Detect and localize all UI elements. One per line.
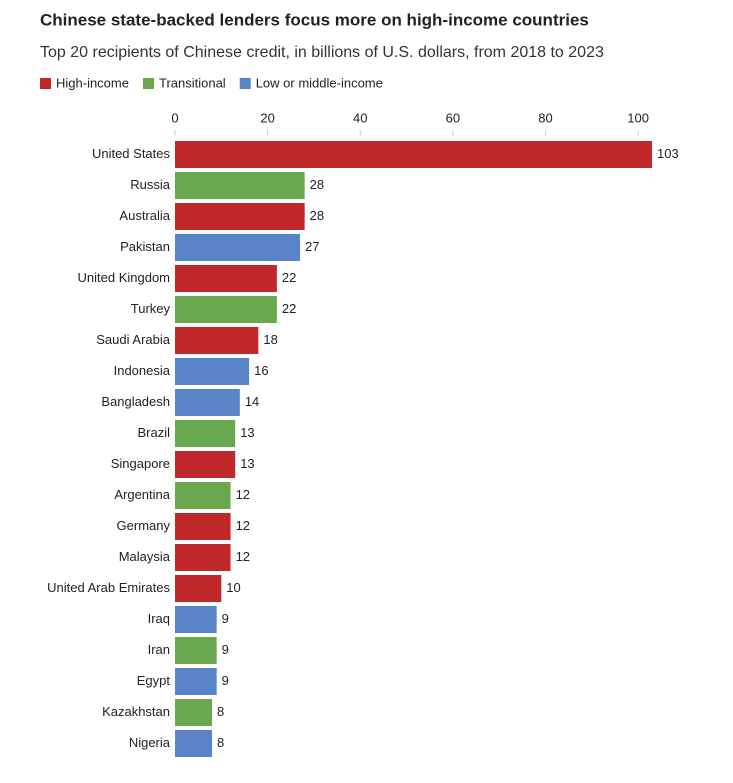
x-tick-label: 0 xyxy=(171,110,178,125)
value-label: 27 xyxy=(305,239,319,254)
value-label: 14 xyxy=(245,394,259,409)
value-label: 16 xyxy=(254,363,268,378)
bar xyxy=(175,513,231,540)
y-tick-label: Iran xyxy=(148,642,170,657)
y-tick-label: United Kingdom xyxy=(78,270,171,285)
y-tick-label: Indonesia xyxy=(114,363,171,378)
value-label: 13 xyxy=(240,456,254,471)
chart-subtitle: Top 20 recipients of Chinese credit, in … xyxy=(40,44,604,61)
x-tick-label: 100 xyxy=(627,110,649,125)
chart-title: Chinese state-backed lenders focus more … xyxy=(40,10,589,29)
y-tick-label: Iraq xyxy=(148,611,170,626)
value-label: 8 xyxy=(217,704,224,719)
legend-swatch xyxy=(142,78,154,89)
y-tick-label: Brazil xyxy=(137,425,170,440)
value-label: 8 xyxy=(217,735,224,750)
value-label: 12 xyxy=(236,487,250,502)
value-label: 12 xyxy=(236,518,250,533)
value-label: 9 xyxy=(222,673,229,688)
legend-swatch xyxy=(40,78,51,89)
y-tick-label: Russia xyxy=(130,177,171,192)
value-label: 22 xyxy=(282,270,296,285)
y-tick-label: United States xyxy=(92,146,171,161)
bar xyxy=(175,296,277,323)
legend-label: Transitional xyxy=(159,75,226,90)
y-tick-label: Germany xyxy=(117,518,171,533)
value-label: 12 xyxy=(236,549,250,564)
bar xyxy=(175,637,217,664)
y-tick-label: Nigeria xyxy=(129,735,171,750)
bar xyxy=(175,389,240,416)
value-label: 28 xyxy=(310,177,324,192)
bar xyxy=(175,234,301,261)
bar xyxy=(175,420,236,447)
bar xyxy=(175,668,217,695)
x-tick-label: 60 xyxy=(446,110,460,125)
x-tick-label: 20 xyxy=(260,110,274,125)
bar xyxy=(175,265,277,292)
y-tick-label: Argentina xyxy=(114,487,170,502)
bar xyxy=(175,606,217,633)
legend-label: Low or middle-income xyxy=(256,75,383,90)
y-tick-label: United Arab Emirates xyxy=(47,580,170,595)
value-label: 13 xyxy=(240,425,254,440)
x-tick-label: 40 xyxy=(353,110,367,125)
y-tick-label: Egypt xyxy=(137,673,171,688)
bar xyxy=(175,699,213,726)
value-label: 22 xyxy=(282,301,296,316)
bar xyxy=(175,451,236,478)
y-tick-label: Australia xyxy=(119,208,170,223)
bar xyxy=(175,141,652,168)
bar xyxy=(175,358,250,385)
legend-label: High-income xyxy=(56,75,129,90)
bar xyxy=(175,203,305,230)
y-tick-label: Turkey xyxy=(131,301,171,316)
y-tick-label: Kazakhstan xyxy=(102,704,170,719)
bar xyxy=(175,730,213,757)
bar xyxy=(175,172,305,199)
value-label: 10 xyxy=(226,580,240,595)
value-label: 28 xyxy=(310,208,324,223)
bar xyxy=(175,482,231,509)
y-tick-label: Saudi Arabia xyxy=(96,332,170,347)
value-label: 103 xyxy=(657,146,679,161)
x-tick-label: 80 xyxy=(538,110,552,125)
value-label: 9 xyxy=(222,642,229,657)
value-label: 18 xyxy=(263,332,277,347)
bar xyxy=(175,575,222,602)
y-tick-label: Malaysia xyxy=(119,549,171,564)
bar xyxy=(175,327,259,354)
value-label: 9 xyxy=(222,611,229,626)
legend-swatch xyxy=(239,78,251,89)
y-tick-label: Bangladesh xyxy=(101,394,170,409)
y-tick-label: Pakistan xyxy=(120,239,170,254)
y-tick-label: Singapore xyxy=(111,456,170,471)
bar xyxy=(175,544,231,571)
